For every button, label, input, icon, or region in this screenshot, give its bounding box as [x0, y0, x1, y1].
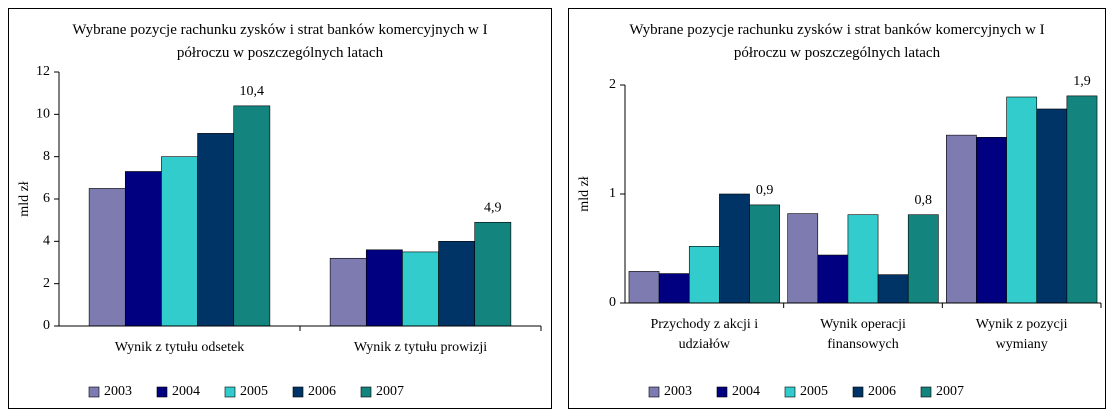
chart-panel: mld zł 0 1 2 2003 2004 2005 2006 0,9 0,8 1,9 2007 Wy…: [568, 8, 1106, 409]
legend-swatch: [852, 386, 864, 398]
bar: [1036, 108, 1068, 304]
x-tick-label: Wynik z tytułu prowizji: [353, 340, 488, 355]
legend-label: 2004: [172, 384, 200, 399]
y-tick-label: 0: [609, 295, 616, 310]
x-tick-label: Wynik z tytułu odsetek: [114, 340, 245, 355]
chart-title: Wybrane pozycje rachunku zysków i strat …: [72, 22, 488, 61]
bar: [719, 193, 750, 304]
chart-panel: mld zł 0 2 4 6 8 10 12 2003 2004 2005 2006 10,4 4,9 20…: [8, 8, 552, 409]
y-tick-label: 6: [43, 191, 50, 206]
bar: [787, 213, 819, 304]
legend-label: 2005: [800, 384, 828, 399]
bar: [1006, 96, 1038, 304]
bar: [688, 246, 720, 304]
value-label: 1,9: [1073, 74, 1091, 89]
legend-label: 2003: [664, 384, 692, 399]
x-tick-label: Wynik z pozycji wymiany: [975, 317, 1068, 352]
bar: [365, 249, 403, 327]
y-tick-label: 0: [43, 318, 50, 333]
bar: [847, 214, 879, 304]
chart: mld zł 0 1 2 2003 2004 2005 2006 0,9 0,8 1,9 2007: [577, 74, 1102, 399]
bar: [329, 257, 367, 327]
legend-swatch: [716, 386, 728, 398]
bar: [628, 271, 660, 304]
legend-swatch: [784, 386, 796, 398]
bar: [907, 214, 939, 304]
legend-label: 2006: [868, 384, 896, 399]
bar: [88, 188, 126, 327]
y-axis-label: mld zł: [17, 181, 32, 216]
legend-swatch: [224, 386, 236, 398]
x-tick-label: Wynik operacji finansowych: [820, 317, 906, 352]
y-axis-label: mld zł: [577, 176, 592, 211]
bar: [749, 204, 780, 304]
bar: [658, 273, 690, 304]
chart: mld zł 0 2 4 6 8 10 12 2003 2004 2005 2006 10,4 4,9 20…: [17, 64, 542, 399]
bar: [817, 254, 849, 304]
legend-label: 2004: [732, 384, 760, 399]
legend-label: 2005: [240, 384, 268, 399]
bar: [197, 133, 235, 327]
legend-swatch: [648, 386, 660, 398]
y-tick-label: 8: [43, 149, 50, 164]
y-tick-label: 2: [609, 77, 616, 92]
bar: [438, 241, 476, 327]
bar: [402, 251, 439, 327]
legend-swatch: [920, 386, 932, 398]
value-label: 0,8: [915, 193, 933, 208]
legend-label: 2007: [936, 384, 964, 399]
bar: [233, 105, 271, 327]
legend-swatch: [156, 386, 168, 398]
bar: [976, 137, 1007, 304]
chart-title: Wybrane pozycje rachunku zysków i strat …: [629, 22, 1045, 61]
bar: [474, 221, 512, 327]
legend-swatch: [88, 386, 100, 398]
legend-label: 2003: [104, 384, 132, 399]
bar: [945, 134, 977, 304]
bar: [877, 274, 909, 304]
y-tick-label: 10: [36, 107, 50, 122]
value-label: 4,9: [484, 201, 502, 216]
legend-label: 2006: [308, 384, 336, 399]
y-tick-label: 1: [609, 186, 616, 201]
bar: [124, 171, 162, 327]
legend-swatch: [360, 386, 372, 398]
y-tick-label: 4: [43, 234, 50, 249]
legend-swatch: [292, 386, 304, 398]
value-label: 10,4: [240, 84, 265, 99]
y-tick-label: 12: [36, 64, 50, 79]
y-tick-label: 2: [43, 276, 50, 291]
bar: [161, 156, 198, 327]
x-tick-label: Przychody z akcji i udziałów: [650, 317, 759, 352]
legend-label: 2007: [376, 384, 404, 399]
value-label: 0,9: [756, 183, 774, 198]
bar: [1066, 95, 1098, 304]
